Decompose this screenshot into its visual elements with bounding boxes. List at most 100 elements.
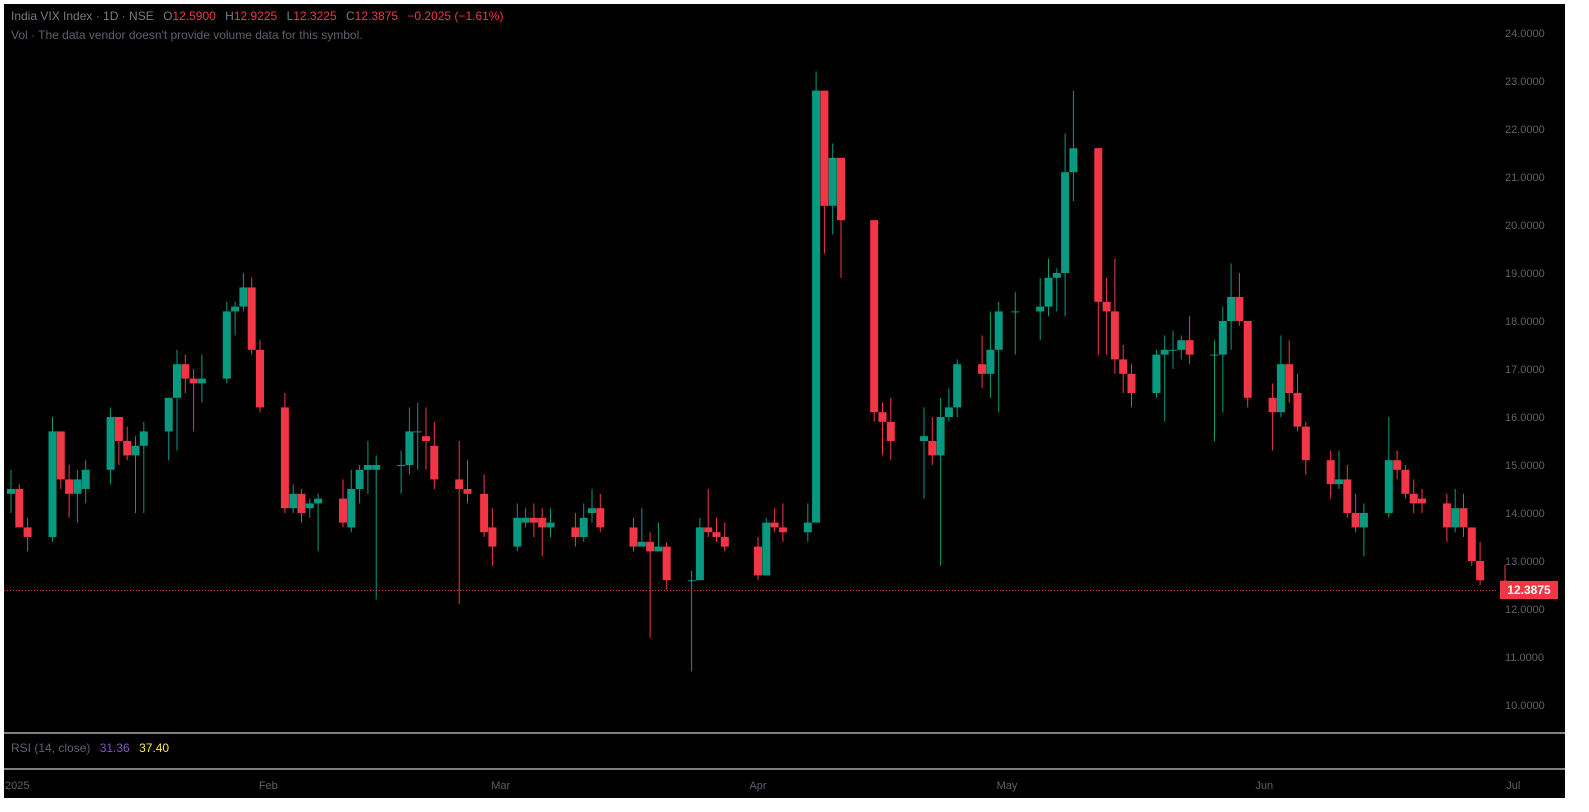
candle-body[interactable] (73, 479, 82, 494)
candle-body[interactable] (247, 287, 256, 350)
candle-body[interactable] (629, 527, 638, 547)
time-axis[interactable]: 2025 Feb Mar Apr May Jun Jul (5, 780, 1520, 792)
candle-body[interactable] (1152, 354, 1161, 393)
candle-body[interactable] (488, 527, 497, 547)
candle-body[interactable] (571, 527, 580, 537)
candle-body[interactable] (1276, 364, 1285, 413)
candle-body[interactable] (1451, 508, 1460, 528)
candle-body[interactable] (422, 436, 430, 441)
candle-body[interactable] (695, 527, 704, 581)
candle-body[interactable] (1359, 513, 1368, 528)
candle-body[interactable] (297, 493, 306, 513)
candle-body[interactable] (529, 517, 538, 523)
candle-body[interactable] (546, 522, 555, 528)
candle-body[interactable] (1268, 397, 1277, 413)
candle-body[interactable] (114, 417, 123, 441)
candle-body[interactable] (222, 311, 231, 379)
candle-body[interactable] (837, 157, 845, 221)
candle-body[interactable] (1210, 354, 1219, 356)
candle-body[interactable] (1177, 340, 1186, 350)
candle-body[interactable] (231, 306, 240, 312)
candle-body[interactable] (1467, 527, 1476, 561)
candle-body[interactable] (480, 493, 489, 533)
candle-body[interactable] (1335, 479, 1343, 485)
symbol-title[interactable]: India VIX Index · 1D · NSE (11, 9, 154, 23)
candle-body[interactable] (920, 436, 928, 441)
candle-body[interactable] (48, 431, 57, 537)
candle-body[interactable] (1476, 561, 1485, 581)
candle-body[interactable] (131, 445, 140, 456)
candle-body[interactable] (762, 522, 771, 576)
candle-body[interactable] (181, 364, 190, 379)
candle-body[interactable] (928, 441, 937, 456)
candle-body[interactable] (1069, 148, 1078, 173)
candle-body[interactable] (1169, 349, 1177, 351)
candle-body[interactable] (1218, 321, 1227, 355)
price-axis[interactable]: 10.0000 11.0000 12.0000 13.0000 14.0000 15.00… (1505, 28, 1545, 712)
candle-body[interactable] (1052, 273, 1061, 278)
candle-body[interactable] (803, 522, 812, 533)
candle-body[interactable] (1102, 301, 1111, 312)
candle-body[interactable] (405, 431, 414, 465)
candle-body[interactable] (936, 417, 945, 456)
candle-body[interactable] (1326, 460, 1335, 485)
candle-body[interactable] (65, 479, 74, 494)
candle-body[interactable] (189, 378, 198, 384)
candle-body[interactable] (1094, 148, 1103, 302)
candle-body[interactable] (637, 541, 646, 547)
candle-body[interactable] (878, 412, 887, 422)
candle-body[interactable] (770, 522, 779, 528)
candle-body[interactable] (1160, 349, 1169, 355)
candle-body[interactable] (23, 527, 32, 537)
candle-body[interactable] (754, 546, 762, 576)
candle-body[interactable] (978, 364, 987, 374)
candle-body[interactable] (1061, 172, 1070, 273)
candle-body[interactable] (1418, 498, 1426, 504)
candle-body[interactable] (1127, 373, 1136, 393)
candle-body[interactable] (1301, 426, 1310, 461)
candle-body[interactable] (1011, 311, 1020, 313)
candle-body[interactable] (953, 364, 962, 408)
candle-body[interactable] (646, 541, 655, 552)
candle-body[interactable] (347, 489, 356, 528)
candle-body[interactable] (778, 527, 787, 533)
candle-body[interactable] (339, 498, 347, 523)
candle-body[interactable] (596, 508, 605, 528)
candle-body[interactable] (521, 517, 530, 523)
candle-body[interactable] (687, 580, 696, 582)
candle-body[interactable] (463, 489, 472, 494)
candle-body[interactable] (106, 417, 115, 470)
rsi-legend[interactable]: RSI (14, close) 31.36 37.40 (11, 741, 169, 755)
candle-body[interactable] (1285, 364, 1294, 393)
candle-body[interactable] (588, 508, 596, 513)
candle-body[interactable] (828, 157, 837, 206)
rsi-label[interactable]: RSI (14, close) (11, 741, 91, 755)
candle-body[interactable] (7, 489, 15, 494)
candle-body[interactable] (812, 90, 821, 523)
candle-body[interactable] (886, 421, 895, 441)
candle-body[interactable] (123, 441, 132, 456)
candle-body[interactable] (1044, 277, 1053, 307)
candle-body[interactable] (1343, 479, 1352, 513)
candle-body[interactable] (455, 479, 464, 489)
candle-body[interactable] (15, 489, 24, 528)
candle-body[interactable] (56, 431, 65, 480)
candle-body[interactable] (239, 287, 248, 307)
candle-body[interactable] (1293, 393, 1302, 427)
candle-body[interactable] (1235, 297, 1244, 321)
candle-body[interactable] (704, 527, 713, 533)
candle-body[interactable] (1409, 493, 1418, 504)
candle-body[interactable] (397, 465, 406, 466)
candle-body[interactable] (305, 503, 314, 509)
candle-body[interactable] (164, 397, 173, 432)
candle-body[interactable] (139, 431, 148, 446)
candle-body[interactable] (870, 220, 879, 413)
candle-body[interactable] (355, 469, 364, 489)
symbol-legend[interactable]: India VIX Index · 1D · NSE O12.5900 H12.… (11, 9, 503, 23)
candle-body[interactable] (579, 517, 588, 537)
candle-body[interactable] (1227, 297, 1236, 321)
candle-body[interactable] (1384, 460, 1393, 513)
candle-body[interactable] (1036, 306, 1045, 312)
